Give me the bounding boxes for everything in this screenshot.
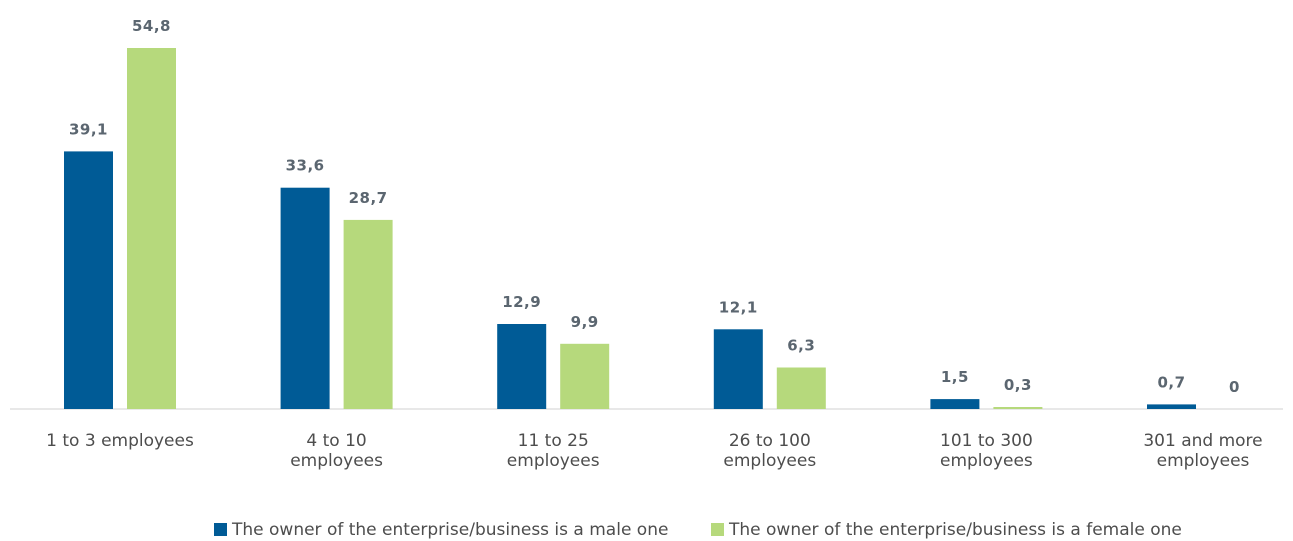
legend: The owner of the enterprise/business is … [0,518,1293,541]
value-label-male-3: 12,1 [719,298,758,316]
bar-female-1 [343,219,393,409]
legend-swatch-male [214,523,227,536]
category-label-line: 11 to 25 [518,431,589,451]
value-label-female-4: 0,3 [1004,376,1032,394]
value-label-male-1: 33,6 [286,157,325,175]
category-label-line: 101 to 300 [940,431,1033,451]
value-label-female-1: 28,7 [349,189,388,207]
value-label-female-5: 0 [1229,378,1240,396]
bar-male-2 [497,324,547,409]
category-label-line: 301 and more [1143,431,1262,451]
bar-male-3 [713,329,763,409]
category-label-5: 301 and more employees [1143,431,1262,471]
category-label-0: 1 to 3 employees [46,431,194,451]
bar-female-3 [776,367,826,409]
value-label-male-0: 39,1 [69,120,108,138]
value-label-male-5: 0,7 [1157,373,1185,391]
category-label-2: 11 to 25 employees [507,431,600,471]
category-label-3: 26 to 100 employees [723,431,816,471]
bar-chart: 39,1 54,8 33,6 28,7 12,9 9,9 12,1 6,3 1,5 0,3 0,7 0… [10,17,1283,471]
category-label-line: employees [723,451,816,471]
legend-label-female: The owner of the enterprise/business is … [729,519,1182,540]
value-label-female-0: 54,8 [132,17,171,35]
category-label-line: employees [507,451,600,471]
legend-item-female: The owner of the enterprise/business is … [711,518,1182,541]
bar-male-5 [1147,404,1196,409]
legend-label-male: The owner of the enterprise/business is … [232,519,669,540]
bar-female-0 [127,48,176,409]
category-label-line: 1 to 3 employees [46,431,194,451]
category-label-line: 26 to 100 [729,431,811,451]
category-label-4: 101 to 300 employees [940,431,1033,471]
bar-female-4 [993,407,1043,409]
category-label-line: employees [1157,451,1250,471]
category-label-1: 4 to 10 employees [290,431,383,471]
bar-female-2 [560,343,610,409]
legend-swatch-female [711,523,724,536]
category-label-line: 4 to 10 [306,431,366,451]
bar-male-0 [64,151,113,409]
value-label-male-4: 1,5 [941,368,969,386]
value-label-female-3: 6,3 [787,337,815,355]
category-label-line: employees [290,451,383,471]
legend-item-male: The owner of the enterprise/business is … [214,518,668,541]
value-label-female-2: 9,9 [571,313,599,331]
bar-male-4 [930,399,980,409]
category-label-line: employees [940,451,1033,471]
value-label-male-2: 12,9 [502,293,541,311]
bar-male-1 [280,187,330,409]
